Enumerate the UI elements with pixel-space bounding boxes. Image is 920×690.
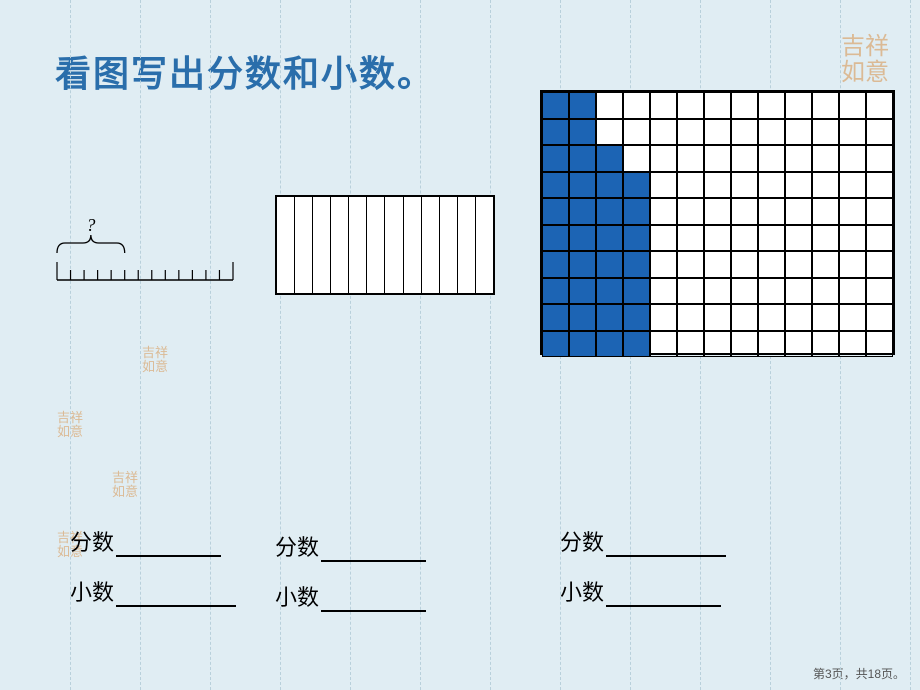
- fraction-row: 分数: [70, 525, 236, 557]
- page-title: 看图写出分数和小数。: [55, 45, 435, 97]
- decimal-blank[interactable]: [116, 585, 236, 607]
- fraction-label: 分数: [70, 525, 114, 557]
- svg-text:?: ?: [86, 215, 95, 235]
- ruler-figure: ?: [55, 215, 235, 285]
- decimal-label: 小数: [275, 580, 319, 612]
- fraction-label: 分数: [275, 530, 319, 562]
- watermark: 吉祥如意: [45, 400, 95, 450]
- strip-grid: [275, 195, 495, 295]
- grid-line: [910, 0, 911, 690]
- grid-line: [490, 0, 491, 690]
- decimal-label: 小数: [560, 575, 604, 607]
- decimal-row: 小数: [70, 575, 236, 607]
- fraction-row: 分数: [275, 530, 426, 562]
- decimal-label: 小数: [70, 575, 114, 607]
- decimal-row: 小数: [275, 580, 426, 612]
- watermark: 吉祥如意: [100, 460, 150, 510]
- fraction-label: 分数: [560, 525, 604, 557]
- answer-group-0: 分数小数: [70, 525, 236, 625]
- fraction-blank[interactable]: [116, 535, 221, 557]
- fraction-blank[interactable]: [321, 540, 426, 562]
- answer-group-1: 分数小数: [275, 530, 426, 630]
- fraction-blank[interactable]: [606, 535, 726, 557]
- decimal-row: 小数: [560, 575, 726, 607]
- watermark: 吉祥如意: [130, 335, 180, 385]
- hundred-grid: [540, 90, 895, 355]
- answer-group-2: 分数小数: [560, 525, 726, 625]
- decimal-blank[interactable]: [321, 590, 426, 612]
- page-footer: 第3页，共18页。: [813, 665, 905, 682]
- fraction-row: 分数: [560, 525, 726, 557]
- decimal-blank[interactable]: [606, 585, 721, 607]
